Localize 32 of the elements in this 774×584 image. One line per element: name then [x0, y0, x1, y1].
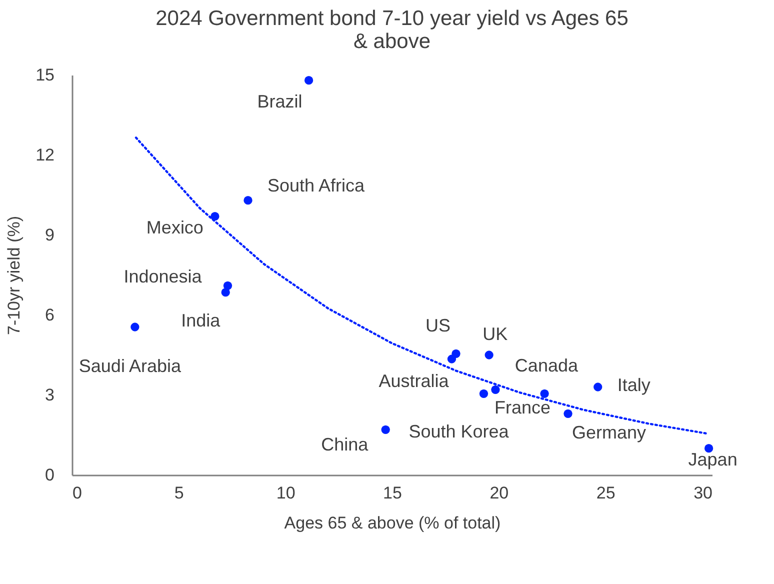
annotation: Japan	[688, 449, 738, 470]
y-tick-label: 12	[36, 146, 54, 164]
y-tick-label: 0	[45, 466, 54, 484]
y-tick-label: 3	[45, 386, 54, 404]
y-axis-title: 7-10yr yield (%)	[4, 216, 24, 336]
annotation: Italy	[617, 375, 650, 395]
annotation: South Korea	[408, 422, 510, 442]
x-tick-label: 25	[596, 484, 616, 502]
annotation: US	[425, 316, 451, 336]
x-tick-label: 15	[383, 484, 402, 502]
annotation: Mexico	[146, 217, 204, 238]
annotation: India	[181, 310, 222, 330]
x-tick-label: 0	[72, 484, 82, 502]
y-tick-label: 9	[45, 226, 54, 244]
x-axis-title: Ages 65 & above (% of total)	[284, 514, 501, 532]
y-tick-label: 6	[45, 306, 54, 324]
annotation: Saudi Arabia	[78, 356, 182, 376]
x-tick-label: 10	[276, 484, 296, 502]
annotation: Germany	[572, 422, 646, 443]
annotation: Canada	[514, 356, 579, 376]
annotation: South Africa	[267, 175, 366, 196]
chart-title: 2024 Government bond 7-10 year yield vs Ages 65 & above	[156, 7, 628, 53]
annotation: China	[321, 434, 370, 455]
annotation: UK	[482, 324, 508, 344]
annotation: France	[494, 398, 551, 418]
x-tick-label: 20	[490, 484, 509, 502]
x-tick-label: 5	[174, 484, 184, 502]
x-tick-label: 30	[694, 484, 712, 502]
annotation: Indonesia	[124, 266, 203, 287]
annotation: Australia	[378, 371, 450, 391]
annotation: Brazil	[257, 91, 302, 112]
y-tick-label: 15	[36, 66, 54, 84]
